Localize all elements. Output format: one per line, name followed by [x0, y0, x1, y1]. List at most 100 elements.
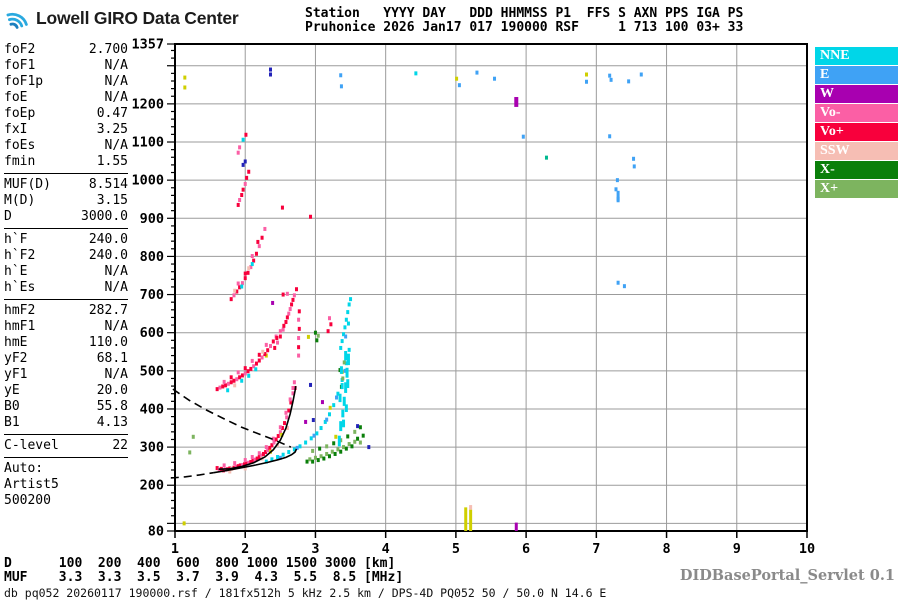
echo-point-vo	[243, 371, 247, 376]
echo-point-vo	[215, 387, 219, 392]
echo-point-vo	[224, 383, 228, 388]
echo-point-vo	[236, 281, 240, 286]
echo-point-e	[312, 433, 316, 438]
echo-bar-nne	[346, 379, 350, 388]
echo-point-yellow	[183, 75, 187, 80]
echo-point-vo	[250, 358, 254, 363]
echo-point-vo	[264, 342, 268, 347]
echo-point-x	[318, 446, 322, 451]
echo-point-vo	[284, 320, 288, 325]
param-value: 55.8	[96, 399, 128, 414]
echo-point-e	[325, 417, 329, 422]
echo-point-vo	[238, 375, 242, 380]
param-label: B1	[4, 415, 20, 430]
echo-point-vo	[297, 309, 301, 314]
y-axis-label: 800	[140, 249, 164, 265]
echo-point-vo	[274, 437, 278, 442]
echo-point-vo	[280, 205, 284, 210]
x-axis-label: 3	[311, 541, 319, 557]
echo-point-vo	[249, 265, 253, 270]
y-axis-label: 400	[140, 401, 164, 417]
echo-point-e	[627, 79, 631, 84]
param-row: B0 55.8	[4, 399, 128, 415]
param-row: foE N/A	[4, 90, 128, 106]
echo-point-e	[615, 178, 619, 183]
legend-item-w: W	[815, 85, 898, 103]
echo-point-x	[319, 454, 323, 459]
echo-point-vo	[243, 271, 247, 276]
echo-point-vo	[278, 334, 282, 339]
echo-point-vo	[257, 451, 261, 456]
echo-point-ssw	[243, 466, 247, 471]
echo-point-vo	[257, 244, 261, 249]
param-value: 110.0	[88, 335, 128, 350]
echo-point-vo	[250, 254, 254, 259]
echo-point-nne	[349, 297, 353, 302]
echo-point-vo	[263, 352, 267, 357]
x-axis-label: 9	[733, 541, 741, 557]
param-label: h`F2	[4, 248, 36, 263]
echo-point-vo	[240, 281, 244, 286]
echo-point-vo	[264, 445, 268, 450]
param-value: 0.47	[96, 106, 128, 121]
echo-point-x	[311, 459, 315, 464]
echo-point-x	[311, 448, 315, 453]
echo-point-vo	[259, 453, 263, 458]
echo-point-vo	[236, 202, 240, 207]
echo-point-nne	[270, 457, 274, 462]
echo-point-vo	[271, 436, 275, 441]
echo-point-vo	[257, 358, 261, 363]
echo-point-nne	[247, 373, 251, 378]
x-axis-label: 4	[382, 541, 390, 557]
echo-point-vo	[289, 400, 293, 405]
echo-point-x	[188, 450, 192, 455]
echo-point-x	[316, 333, 320, 338]
echo-point-x	[346, 434, 350, 439]
echo-point-vo	[278, 425, 282, 430]
echo-point-x	[332, 441, 336, 446]
echo-bar-ssw	[469, 505, 473, 510]
echo-point-nne	[264, 459, 268, 464]
echo-point-vo	[255, 456, 259, 461]
param-row: foF1 N/A	[4, 58, 128, 74]
header-values-line: Pruhonice 2026 Jan17 017 190000 RSF 1 71…	[305, 20, 744, 35]
legend-item-ssw: SSW	[815, 142, 898, 160]
echo-point-e	[614, 187, 618, 192]
y-axis-label: 1357	[131, 37, 164, 53]
echo-point-x	[315, 338, 319, 343]
echo-point-vo	[291, 297, 295, 302]
param-value: 20.0	[96, 383, 128, 398]
echo-point-yellow	[328, 405, 332, 410]
transmission-curve-dashed	[172, 388, 292, 448]
echo-point-vo	[288, 397, 292, 402]
param-label: fxI	[4, 122, 28, 137]
param-label: foF1p	[4, 74, 44, 89]
param-label: foF1	[4, 58, 36, 73]
param-label: h`E	[4, 264, 28, 279]
echo-point-e	[585, 79, 589, 84]
echo-point-vo	[268, 445, 272, 450]
lowell-giro-logo: Lowell GIRO Data Center	[6, 5, 239, 31]
echo-point-vo	[288, 307, 292, 312]
echo-point-vo	[235, 289, 239, 294]
legend-item-vo: Vo+	[815, 123, 898, 141]
echo-point-nne	[347, 302, 351, 307]
echo-point-vo	[251, 458, 255, 463]
echo-point-vo	[240, 193, 244, 198]
echo-point-vo	[297, 345, 301, 350]
echo-point-x	[313, 455, 317, 460]
parameter-panel: foF2 2.700 foF1 N/A foF1p N/A foE N/A foEp 0.47 fx…	[4, 42, 128, 509]
echo-point-vo	[283, 421, 287, 426]
y-axis-label: 500	[140, 363, 164, 379]
echo-point-x	[356, 436, 360, 441]
param-value: N/A	[104, 280, 128, 295]
param-row: yF2 68.1	[4, 351, 128, 367]
echo-point-vo	[238, 145, 242, 150]
legend-item-vo: Vo-	[815, 104, 898, 122]
echo-point-vo	[243, 181, 247, 186]
echo-point-vo	[285, 291, 289, 296]
true-height-profile-curve	[213, 448, 298, 474]
echo-point-e	[295, 445, 299, 450]
param-value: N/A	[104, 90, 128, 105]
echo-point-vo	[252, 258, 256, 263]
